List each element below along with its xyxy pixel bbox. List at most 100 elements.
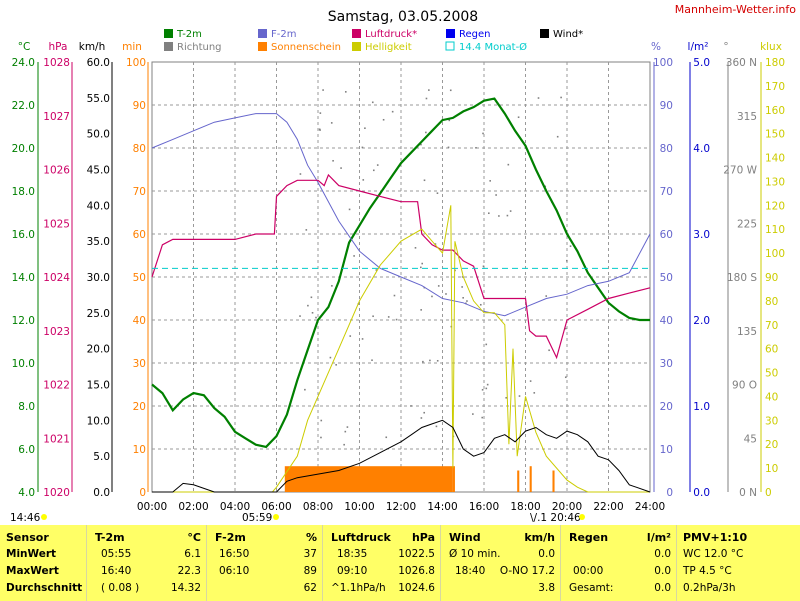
press-min-time: 18:35 [337,548,368,560]
wind-direction-dot [537,97,540,99]
lux-tick: 40 [765,391,778,403]
wind-direction-dot [482,265,485,268]
rain-tick: 2.0 [693,315,710,327]
wind-unit: km/h [524,531,555,544]
wind-direction-dot [428,89,430,91]
temperature-line [151,97,650,449]
weather-chart: Samstag, 03.05.2008 Mannheim-Wetter.info… [10,3,796,524]
press-max-time: 09:10 [337,565,368,577]
wind-direction-dot [310,296,313,299]
wind-direction-dot [329,356,332,359]
wind-direction-dot [486,383,489,386]
wind-direction-dot [507,163,510,166]
sun-tick: 20 [133,401,146,413]
hum-min-value: 37 [303,548,317,560]
hum-header: F-2m [215,531,246,544]
press-max-value: 1026.8 [398,565,435,577]
stats-col-temp: T-2m °C 05:55 6.1 16:40 22.3 ( 0.08 ) 14… [86,525,207,601]
temp-tick: 18.0 [12,186,35,198]
wind-tick: 15.0 [87,380,110,392]
wind-line [152,419,651,493]
wind-direction-dot [479,303,482,306]
hum-tick: 10 [660,444,673,456]
lux-tick: 130 [765,176,785,188]
dir-tick: 315 [737,111,757,123]
legend-label: Wind* [553,29,583,40]
legend-label: 14.4 Monat-Ø [459,41,527,53]
temp-max-time: 16:40 [101,565,132,577]
wind-direction-dot [545,295,548,297]
wind-direction-dot [320,436,322,439]
stats-col-hum: F-2m % 16:50 37 06:10 89 62 [206,525,323,601]
hum-tick: 100 [653,57,673,69]
row-label-max: MaxWert [6,565,59,577]
wind-tick: 0.0 [93,487,110,499]
sun-tick: 100 [126,57,146,69]
stats-col-wind: Wind km/h Ø 10 min. 0.0 18:40 O-NO 17.2 … [440,525,561,601]
press-tick: 1024 [43,272,70,284]
hum-tick: 90 [660,100,673,112]
wind-direction-dot [362,179,365,181]
x-tick: 20:00 [552,501,582,513]
rain-unit: l/m² [646,531,671,544]
wind-header: Wind [449,531,481,544]
lux-tick: 170 [765,81,785,93]
x-tick: 08:00 [303,501,333,513]
legend: T-2m Richtung F-2m Sonnenschein Luftdruck* He… [164,29,583,53]
wind-direction-dot [332,159,334,162]
wind-direction-dot [435,425,438,428]
hum-tick: 80 [660,143,673,155]
hum-avg-value: 62 [303,582,317,594]
press-tick: 1020 [43,487,70,499]
wind-direction-dot [344,91,347,93]
wind-direction-dot [420,143,422,146]
stats-col-rain: Regen l/m² 0.0 00:00 0.0 Gesamt: 0.0 [560,525,677,601]
wind-direction-dot [353,255,355,257]
wind-direction-dot [361,338,364,340]
press-min-value: 1022.5 [398,548,435,560]
legend-swatch [352,29,361,38]
x-tick: 10:00 [344,501,374,513]
temp-tick: 22.0 [12,100,35,112]
wind-direction-dot [445,293,447,295]
wind-direction-dot [509,210,512,212]
wind-direction-dot [346,426,349,428]
temp-tick: 16.0 [12,229,35,241]
sun-tick: 60 [133,229,146,241]
stats-col-sensor: Sensor MinWert MaxWert Durchschnitt [0,525,86,601]
wind-direction-dot [517,116,520,119]
wind-direction-dot [506,214,509,217]
wind-direction-dot [382,118,385,121]
wind-direction-dot [307,304,309,307]
sun-tick: 50 [133,272,146,284]
row-label-avg: Durchschnitt [6,582,83,594]
lux-tick: 10 [765,463,778,475]
sunrise-label: 05:59 [242,512,272,524]
wind-direction-dot [466,300,468,302]
hum-min-time: 16:50 [219,548,250,560]
pmv-press-trend: 0.2hPa/3h [683,582,736,594]
temp-tick: 8.0 [18,401,35,413]
axis-units: °C hPa km/h min% l/m² ° klux [18,41,782,53]
sunshine-bar [284,466,453,492]
wind-direction-dot [462,297,464,299]
press-trend: ^1.1hPa/h [331,582,386,594]
wind-direction-dot [335,364,337,366]
wind-direction-dot [505,396,507,399]
wind-direction-dot [560,96,562,99]
wind-direction-dot [344,430,347,433]
wind-direction-dot [305,229,308,231]
wind-avg-value: 3.8 [538,582,555,594]
legend-label: Sonnenschein [271,42,341,53]
x-tick: 12:00 [386,501,416,513]
wind-direction-dot [425,97,428,100]
x-tick: 16:00 [469,501,499,513]
axis-ticks: 24.0 22.0 20.0 18.0 16.0 14.0 12.0 10.0 8.0 6.0 4.… [12,57,785,513]
temp-tick: 24.0 [12,57,35,69]
temp-tick: 20.0 [12,143,35,155]
wind-direction-dot [465,302,467,305]
wind-direction-dot [449,89,452,92]
wind-direction-dot [364,127,366,130]
press-tick: 1028 [43,57,70,69]
temp-tick: 6.0 [18,444,35,456]
